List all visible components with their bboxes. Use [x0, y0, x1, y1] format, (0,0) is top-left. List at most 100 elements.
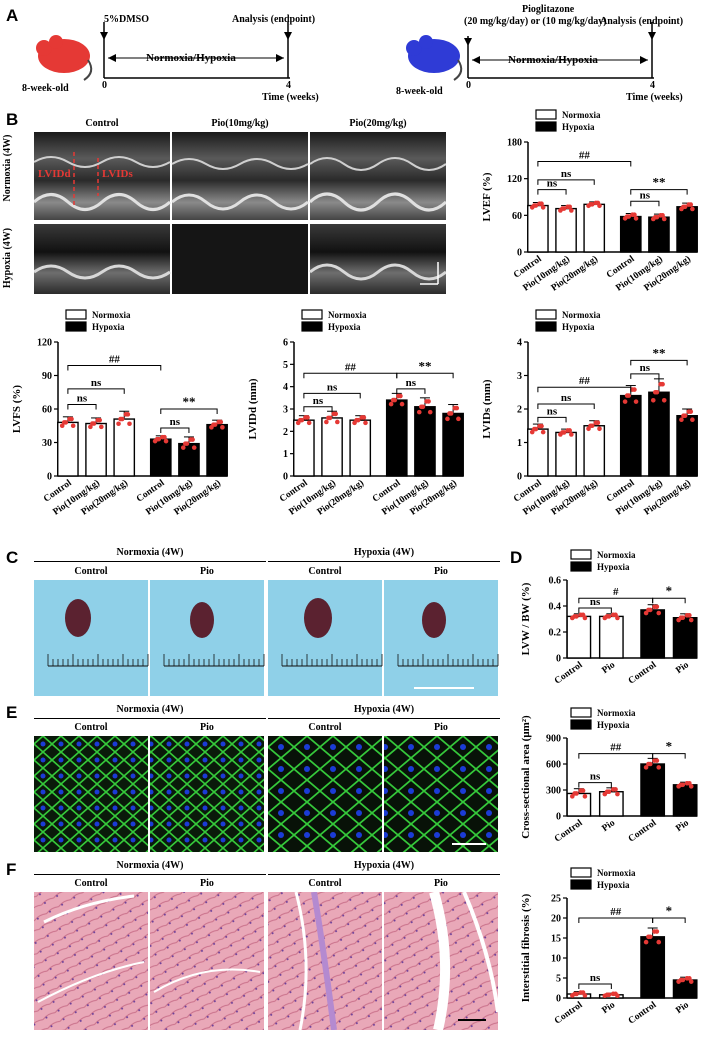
y-tick-label: 0 — [517, 248, 522, 259]
bar — [414, 406, 436, 477]
bar — [672, 616, 698, 659]
data-point — [125, 412, 131, 417]
x-tick-label: Pio(10mg/kg) — [144, 477, 195, 517]
data-point — [99, 424, 104, 430]
x-tick-label: Pio(10mg/kg) — [287, 477, 338, 517]
data-point — [182, 441, 188, 446]
legend-label: Hypoxia — [597, 562, 630, 572]
legend-label: Normoxia — [597, 868, 636, 878]
echo-hypoxia-control — [34, 224, 170, 294]
wga-hypoxia-control — [268, 736, 382, 852]
y-tick-label: 0 — [556, 812, 561, 823]
significance-bracket — [630, 373, 660, 379]
y-tick-label: 0.4 — [549, 602, 562, 613]
significance-bracket — [537, 403, 595, 409]
y-tick-label: 0 — [283, 472, 288, 483]
y-tick-label: 60 — [42, 405, 52, 416]
data-point — [624, 214, 630, 219]
y-axis-label: LVIDd (mm) — [247, 378, 259, 439]
x-tick-label: Pio — [674, 818, 691, 834]
data-point — [390, 397, 396, 403]
condition-label-right: Normoxia/Hypoxia — [508, 54, 598, 66]
data-point — [154, 436, 160, 442]
age-label-right: 8-week-old — [396, 86, 443, 97]
y-tick-label: 3 — [283, 405, 288, 416]
he-images — [34, 892, 500, 1030]
wga-normoxia-pio — [150, 736, 264, 852]
data-point — [646, 607, 651, 613]
legend-label: Hypoxia — [562, 122, 595, 132]
mouse-ear — [419, 35, 433, 49]
wga-normoxia-control — [34, 736, 148, 852]
significance-bracket — [303, 406, 333, 412]
data-point — [572, 791, 577, 796]
y-tick-label: 0.6 — [549, 576, 562, 587]
legend-label: Normoxia — [562, 310, 601, 320]
legend-swatch — [535, 121, 557, 132]
chart-lvw-bw: Normoxia Hypoxia 0 0.2 0.4 0.6 LVW / BW (%) Con… — [520, 549, 698, 687]
data-point — [163, 438, 169, 444]
data-point — [646, 934, 651, 940]
data-point — [661, 216, 667, 222]
data-point — [643, 939, 649, 945]
bar — [555, 207, 577, 253]
wga-group-header: Hypoxia (4W) — [353, 704, 415, 715]
data-point — [572, 614, 577, 619]
bar — [85, 422, 107, 477]
data-point — [652, 214, 658, 220]
start-label-left: 0 — [102, 80, 107, 91]
heart-specimen — [65, 599, 91, 637]
legend-label: Hypoxia — [597, 720, 630, 730]
y-axis-label: LVW / BW (%) — [520, 582, 532, 655]
data-point — [399, 401, 405, 407]
data-point — [615, 791, 620, 797]
data-point — [678, 615, 684, 620]
x-tick-label: Pio — [601, 1000, 618, 1016]
data-point — [388, 401, 394, 407]
y-tick-label: 0 — [47, 472, 52, 483]
significance-label: ns — [590, 771, 601, 783]
wga-hypoxia-pio — [384, 736, 498, 852]
y-tick-label: 1 — [517, 438, 522, 449]
significance-bracket — [578, 753, 654, 759]
y-tick-label: 120 — [507, 174, 522, 185]
legend-swatch — [535, 321, 557, 332]
significance-label: ## — [610, 906, 622, 918]
x-tick-label: Pio — [674, 1000, 691, 1016]
data-point — [118, 416, 123, 422]
data-point — [580, 990, 586, 995]
data-point — [595, 200, 601, 206]
echo-normoxia-pio10 — [172, 132, 308, 220]
y-tick-label: 3 — [517, 371, 522, 382]
significance-bracket — [652, 917, 686, 923]
bar — [149, 438, 172, 477]
significance-label: ** — [182, 394, 195, 409]
significance-bracket — [396, 372, 454, 379]
significance-label: ns — [561, 168, 572, 180]
significance-label: ## — [579, 375, 591, 387]
echo-image-grid: LVIDd LVIDs — [33, 132, 448, 294]
data-point — [162, 434, 167, 440]
lvids-label: LVIDs — [102, 168, 133, 180]
end-label-left: 4 — [286, 80, 291, 91]
data-point — [690, 417, 695, 423]
data-point — [656, 610, 662, 616]
y-axis-label: LVFS (%) — [11, 385, 23, 434]
data-point — [687, 976, 692, 981]
bar — [598, 791, 624, 817]
significance-bracket — [630, 200, 660, 207]
bar — [640, 609, 666, 659]
x-tick-label: Pio(10mg/kg) — [521, 253, 572, 293]
data-point — [416, 409, 422, 415]
wga-group-header: Normoxia (4W) — [116, 704, 184, 715]
y-tick-label: 0 — [517, 472, 522, 483]
wga-col-header: Pio — [200, 722, 214, 733]
significance-bracket — [652, 753, 686, 759]
x-tick-label: Control — [627, 660, 659, 686]
data-point — [604, 614, 610, 619]
echo-row-header: Hypoxia (4W) — [2, 227, 13, 289]
data-point — [426, 399, 431, 404]
